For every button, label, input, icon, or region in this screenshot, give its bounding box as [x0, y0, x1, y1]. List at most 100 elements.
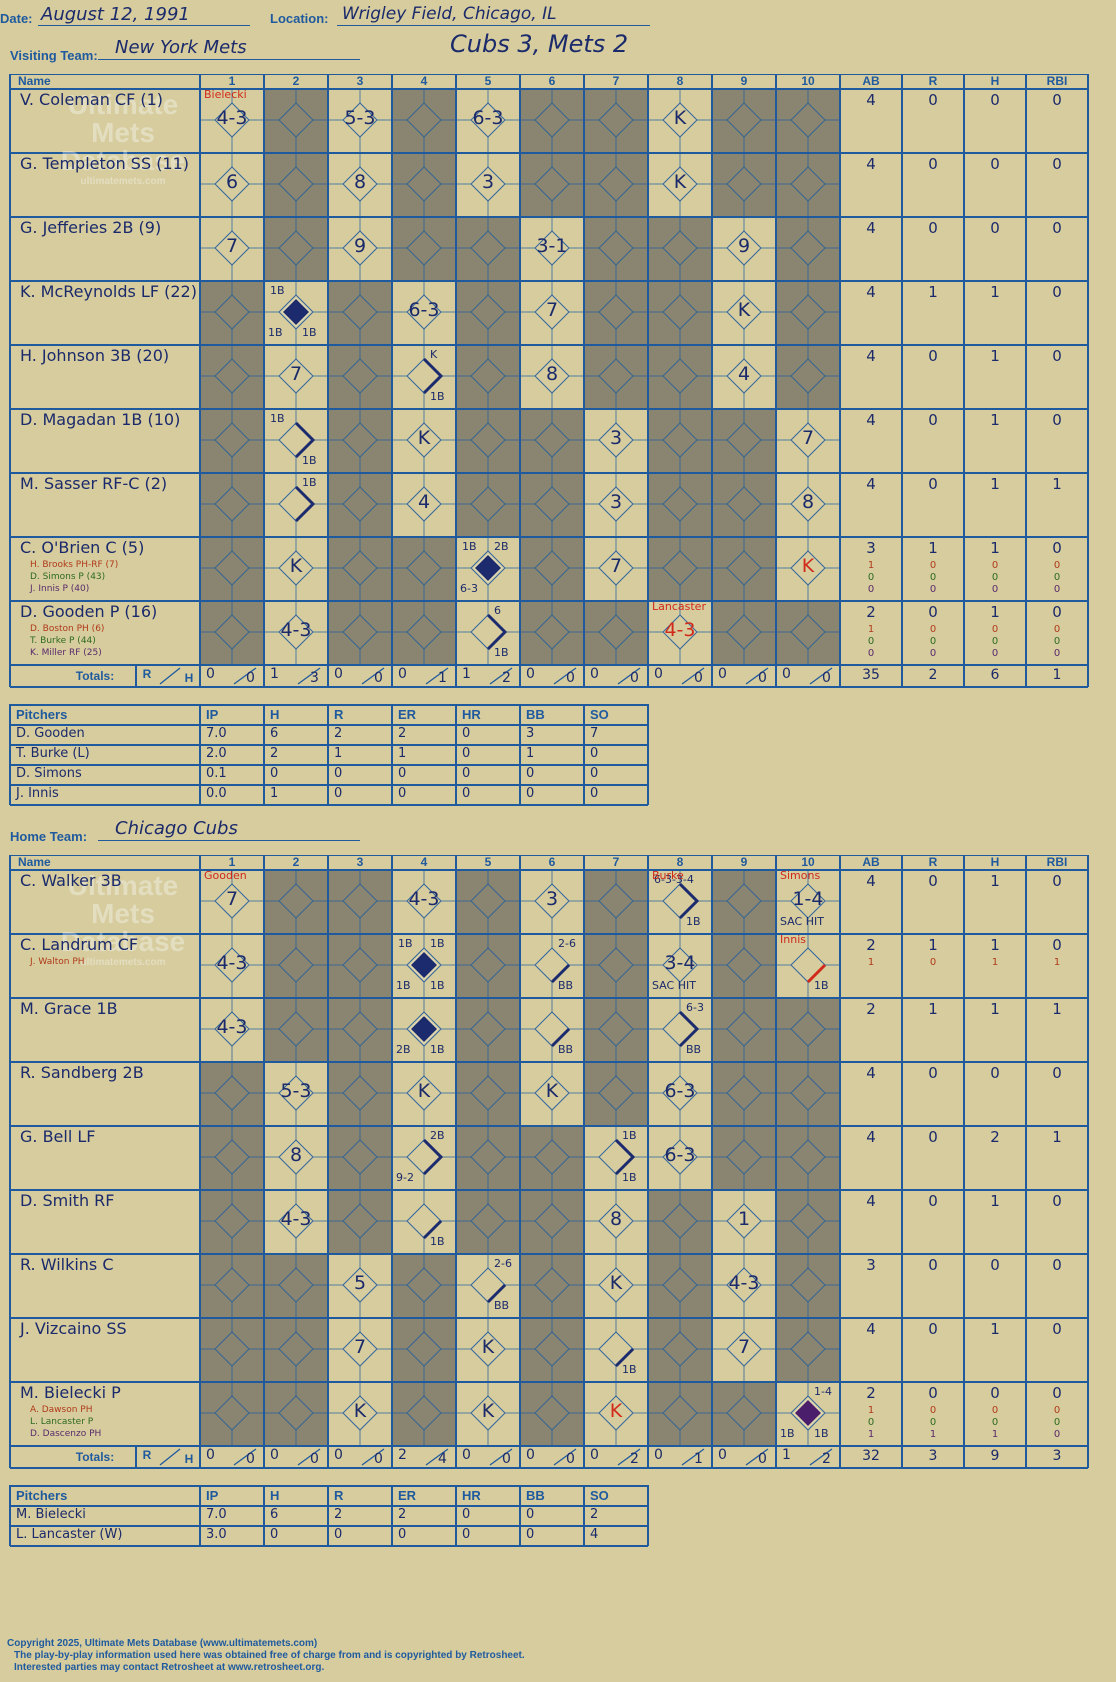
home-scorecard: Ultimate Mets Database ultimatemets.com Name…: [0, 855, 1116, 1470]
home-cell-r9-i2: [264, 1382, 328, 1446]
substitute-stat: 0: [867, 636, 875, 647]
substitute-stat: 0: [991, 624, 999, 635]
play-result: K: [673, 107, 687, 129]
visitors-cell-r3-i7: [584, 217, 648, 281]
batter-stat: 0: [928, 347, 938, 365]
visitors-cell-r5-i8: [648, 345, 712, 409]
inning-runs: 0: [334, 666, 343, 682]
stat-column-header: RBI: [1046, 74, 1068, 88]
home-cell-r2-i1: [200, 934, 264, 998]
visitors-cell-r9-i4: [392, 601, 456, 665]
batter-stat: 1: [990, 539, 1000, 557]
pitcher-stat: 0: [590, 766, 599, 781]
batter-stat: 0: [1052, 872, 1062, 890]
inning-hits: 2: [822, 1451, 831, 1467]
substitute-stat: 0: [991, 636, 999, 647]
batter-stat: 0: [990, 1064, 1000, 1082]
base-note: 1B: [462, 540, 477, 553]
play-result: K: [609, 1400, 623, 1422]
home-cell-r2-i7: [584, 934, 648, 998]
batter-stat: 1: [990, 411, 1000, 429]
play-result: 7: [225, 888, 239, 910]
batter-stat: 0: [1052, 936, 1062, 954]
batter-stat: 0: [928, 1256, 938, 1274]
visitors-cell-r5-i6: [520, 345, 584, 409]
pitcher-stat: 1: [270, 786, 279, 801]
total-stat: 32: [862, 1448, 880, 1464]
batter-stat: 0: [1052, 1192, 1062, 1210]
batter-stat: 0: [1052, 283, 1062, 301]
visitors-cell-r5-i2: [264, 345, 328, 409]
pitching-header: R: [334, 707, 344, 722]
base-note: 1B: [430, 390, 445, 403]
pitcher-stat: 1: [398, 746, 407, 761]
visiting-underline: [98, 59, 360, 60]
home-cell-r7-i1: [200, 1254, 264, 1318]
batter-stat: 4: [866, 91, 876, 109]
play-result: 9: [737, 235, 751, 257]
inning-runs: 0: [334, 1447, 343, 1463]
base-note: 1B: [622, 1129, 637, 1142]
visitors-cell-r6-i3: [328, 409, 392, 473]
pitcher-stat: 0: [462, 766, 471, 781]
home-cell-r8-i4: [392, 1318, 456, 1382]
base-note: K: [430, 348, 438, 361]
inning-hits: 0: [630, 670, 639, 686]
pitcher-change-note: Burke: [652, 869, 684, 882]
watermark-line: Mets: [91, 898, 155, 929]
pitcher-stat: 2: [590, 1507, 599, 1522]
total-stat: 6: [990, 667, 1000, 683]
pitcher-stat: 6: [270, 1507, 279, 1522]
batter-stat: 4: [866, 1192, 876, 1210]
visitors-cell-r7-i5: [456, 473, 520, 537]
substitute-stat: 0: [1053, 624, 1061, 635]
substitute-stat: 1: [991, 1429, 999, 1440]
batter-name: C. Walker 3B: [20, 871, 122, 890]
pitcher-stat: 0: [462, 1507, 471, 1522]
batter-name: R. Wilkins C: [20, 1255, 114, 1274]
home-cell-r6-i2: [264, 1190, 328, 1254]
batter-stat: 0: [1052, 219, 1062, 237]
substitute-name: D. Dascenzo PH: [30, 1429, 102, 1439]
batter-stat: 0: [1052, 1384, 1062, 1402]
home-cell-r1-i8: [648, 870, 712, 934]
base-note: 1B: [396, 979, 411, 992]
substitute-stat: 0: [991, 1417, 999, 1428]
batter-stat: 1: [990, 1320, 1000, 1338]
visitors-cell-r6-i10: [776, 409, 840, 473]
stat-column-header: H: [990, 74, 1000, 88]
inning-hits: 0: [374, 1451, 383, 1467]
substitute-name: A. Dawson PH: [30, 1405, 93, 1415]
pitcher-stat: 0.1: [206, 766, 227, 781]
inning-hits: 0: [758, 670, 767, 686]
play-result: K: [417, 427, 431, 449]
visiting-team-label: Visiting Team:: [10, 48, 98, 63]
inning-header: 6: [548, 855, 556, 869]
play-result: 7: [737, 1336, 751, 1358]
home-grid-lines: [9, 855, 1089, 1469]
pitching-header: H: [270, 707, 280, 722]
visitors-cell-r1-i3: [328, 89, 392, 153]
visitors-cell-r9-i7: [584, 601, 648, 665]
substitute-stat: 0: [1053, 648, 1061, 659]
base-note: 1B: [430, 937, 445, 950]
inning-runs: 0: [718, 1447, 727, 1463]
pitcher-name: D. Simons: [16, 766, 82, 781]
batter-stat: 0: [1052, 1256, 1062, 1274]
home-cell-r1-i2: [264, 870, 328, 934]
base-note: 2-6: [494, 1257, 512, 1270]
batter-name: M. Sasser RF-C (2): [20, 474, 168, 493]
visitors-cell-r5-i1: [200, 345, 264, 409]
batter-stat: 1: [928, 1000, 938, 1018]
inning-header: 2: [292, 855, 300, 869]
batter-name: G. Templeton SS (11): [20, 154, 190, 173]
play-result: 1: [737, 1208, 751, 1230]
inning-hits: 0: [246, 670, 255, 686]
totals-hits-label: H: [184, 671, 194, 685]
pitcher-stat: 7: [590, 726, 599, 741]
visitors-cell-r1-i4: [392, 89, 456, 153]
inning-runs: 0: [462, 1447, 471, 1463]
base-note: 1B: [686, 915, 701, 928]
base-note: 1B: [814, 1427, 829, 1440]
home-cell-r8-i10: [776, 1318, 840, 1382]
